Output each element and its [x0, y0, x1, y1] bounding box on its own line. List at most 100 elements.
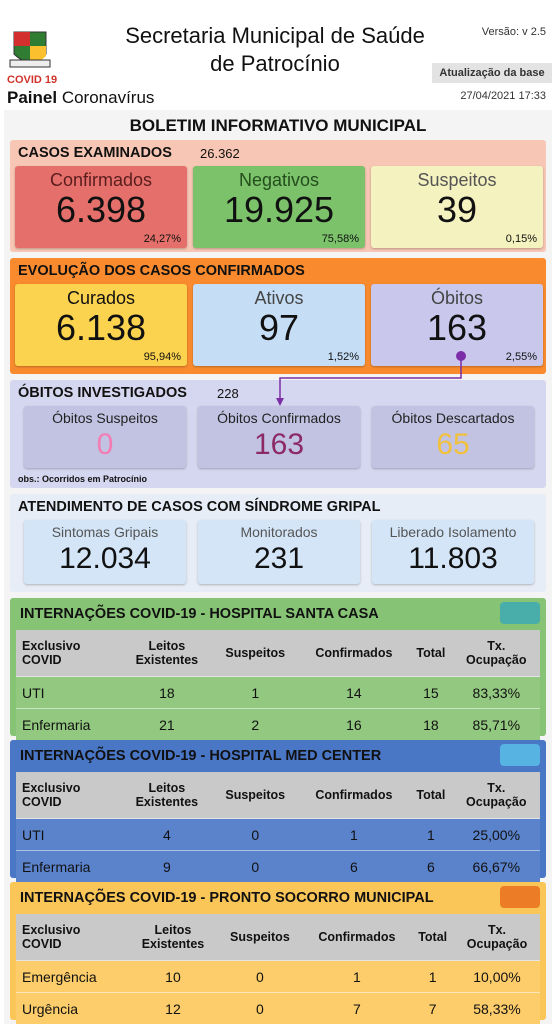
panel: ÓBITOS INVESTIGADOS 228 Óbitos Suspeitos 0 Ó…: [10, 380, 546, 488]
card-label: Curados: [66, 288, 136, 308]
column-header: Tx. Ocupação: [452, 772, 540, 819]
panel-note: obs.: Ocorridos em Patrocínio: [18, 474, 148, 484]
version: Versão: v 2.5: [481, 26, 546, 38]
hospital-title: INTERNAÇÕES COVID-19 - HOSPITAL MED CENT…: [20, 748, 382, 764]
column-header: Exclusivo COVID: [16, 630, 122, 677]
card-value: 65: [436, 428, 470, 461]
table-row: UTI 4 0 1 1 25,00%: [16, 818, 540, 851]
table-cell: 1: [298, 818, 410, 851]
column-header: Suspeitos: [217, 914, 303, 961]
table-cell: 21: [121, 708, 213, 740]
stat-card: Óbitos Descartados 65: [372, 406, 534, 468]
card-label: Negativos: [238, 170, 320, 190]
card-label: Óbitos Suspeitos: [52, 410, 158, 426]
card-value: 231: [253, 542, 305, 575]
table-cell: 83,33%: [452, 676, 540, 709]
table-cell: 1: [409, 818, 453, 851]
hospital-logo: [500, 744, 540, 766]
stat-card: Óbitos Suspeitos 0: [24, 406, 186, 468]
table-header: Exclusivo COVID Leitos Existentes Suspeito…: [16, 630, 540, 677]
board-title: BOLETIM INFORMATIVO MUNICIPAL: [129, 116, 427, 135]
card-value: 11.803: [408, 542, 498, 575]
update-date: 27/04/2021 17:33: [460, 90, 546, 102]
occupancy-table: Exclusivo COVID Leitos Existentes Suspeito…: [16, 914, 540, 1024]
table-cell: 14: [298, 676, 410, 709]
hospital-panel: INTERNAÇÕES COVID-19 - HOSPITAL MED CENT…: [10, 740, 546, 882]
card-value: 163: [426, 307, 488, 348]
table-cell: 4: [121, 818, 213, 851]
table-row: Enfermaria 9 0 6 6 66,67%: [16, 850, 540, 882]
hospital-panel: INTERNAÇÕES COVID-19 - PRONTO SOCORRO MU…: [10, 882, 546, 1024]
card-label: Óbitos Descartados: [391, 410, 515, 426]
table-cell: Enfermaria: [16, 708, 122, 740]
table-cell: 18: [121, 676, 213, 709]
table-cell: Enfermaria: [16, 850, 122, 882]
column-header: Exclusivo COVID: [16, 772, 122, 819]
hospital-panel: INTERNAÇÕES COVID-19 - HOSPITAL SANTA CA…: [10, 598, 546, 740]
stat-card: Óbitos Confirmados 163: [198, 406, 360, 468]
table-cell: Emergência: [16, 960, 129, 993]
occupancy-table: Exclusivo COVID Leitos Existentes Suspeito…: [16, 630, 540, 740]
card-percent: 75,58%: [321, 233, 359, 245]
table-cell: 0: [217, 960, 303, 993]
column-header: Leitos Existentes: [121, 772, 213, 819]
card-value: 163: [253, 428, 305, 461]
table-cell: 7: [302, 992, 412, 1024]
panel-subject: Coronavírus: [61, 88, 155, 107]
table-row: UTI 18 1 14 15 83,33%: [16, 676, 540, 709]
card-value: 12.034: [59, 542, 151, 575]
table-cell: 25,00%: [452, 818, 540, 851]
occupancy-table: Exclusivo COVID Leitos Existentes Suspeito…: [16, 772, 540, 882]
stat-card: Monitorados 231: [198, 520, 360, 584]
panel-title: EVOLUÇÃO DOS CASOS CONFIRMADOS: [18, 263, 305, 279]
logo: [9, 31, 51, 68]
table-cell: 85,71%: [452, 708, 540, 740]
table-cell: 7: [411, 992, 454, 1024]
stat-card: Óbitos 163 2,55%: [371, 284, 543, 366]
card-value: 0: [96, 428, 114, 461]
table-header: Exclusivo COVID Leitos Existentes Suspeito…: [16, 772, 540, 819]
table-cell: 10,00%: [453, 960, 540, 993]
update-label: Atualização da base: [432, 63, 552, 83]
column-header: Leitos Existentes: [128, 914, 218, 961]
covid-label: COVID 19: [7, 74, 58, 86]
table-cell: 66,67%: [452, 850, 540, 882]
column-header: Leitos Existentes: [121, 630, 213, 677]
card-label: Monitorados: [240, 524, 318, 540]
card-value: 19.925: [223, 189, 335, 230]
card-label: Sintomas Gripais: [51, 524, 159, 540]
table-cell: 10: [128, 960, 218, 993]
panel-title: CASOS EXAMINADOS: [18, 145, 172, 161]
table-cell: 0: [217, 992, 303, 1024]
column-header: Confirmados: [298, 772, 410, 819]
table-cell: UTI: [16, 818, 122, 851]
column-header: Exclusivo COVID: [16, 914, 129, 961]
panel: ATENDIMENTO DE CASOS COM SÍNDROME GRIPAL…: [10, 494, 546, 592]
card-percent: 95,94%: [143, 351, 181, 363]
table-row: Emergência 10 0 1 1 10,00%: [16, 960, 540, 993]
panel-total: 26.362: [200, 146, 240, 161]
column-header: Confirmados: [302, 914, 412, 961]
card-label: Suspeitos: [417, 170, 497, 190]
stat-card: Confirmados 6.398 24,27%: [15, 166, 187, 248]
table-cell: 6: [298, 850, 410, 882]
table-cell: 1: [411, 960, 454, 993]
column-header: Confirmados: [298, 630, 410, 677]
table-cell: 18: [409, 708, 453, 740]
column-header: Total: [409, 772, 453, 819]
panel: CASOS EXAMINADOS 26.362 Confirmados 6.398 24…: [10, 140, 546, 252]
card-percent: 1,52%: [327, 351, 359, 363]
column-header: Tx. Ocupação: [452, 630, 540, 677]
card-value: 97: [258, 307, 300, 348]
panel-name: Painel Coronavírus: [7, 88, 154, 108]
table-cell: Urgência: [16, 992, 129, 1024]
table-cell: 0: [212, 850, 299, 882]
panel-title: ÓBITOS INVESTIGADOS: [18, 385, 187, 401]
card-value: 6.138: [55, 307, 147, 348]
table-cell: 2: [212, 708, 299, 740]
column-header: Tx. Ocupação: [453, 914, 540, 961]
table-cell: 16: [298, 708, 410, 740]
stat-card: Ativos 97 1,52%: [193, 284, 365, 366]
card-percent: 24,27%: [143, 233, 181, 245]
